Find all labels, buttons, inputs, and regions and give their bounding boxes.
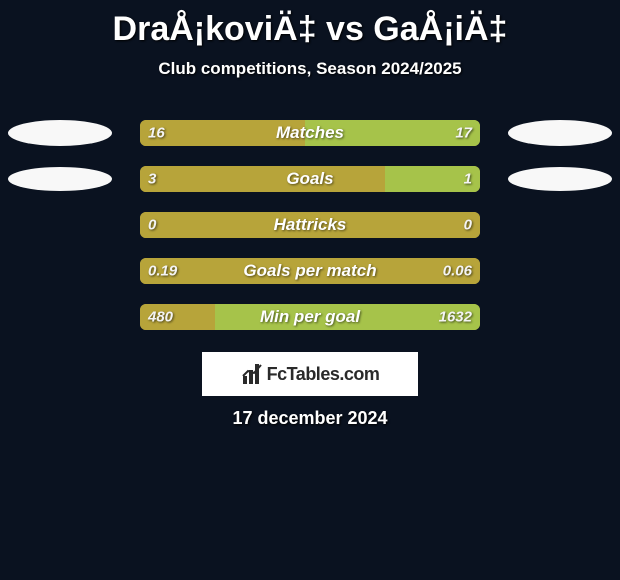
stat-value-right: 17 — [455, 125, 472, 142]
stat-value-right: 0.06 — [443, 263, 472, 280]
stat-row-goals: 3 Goals 1 — [0, 156, 620, 202]
bar-track — [140, 258, 480, 284]
brand-text: FcTables.com — [267, 364, 380, 385]
bar-track — [140, 166, 480, 192]
stat-value-right: 0 — [464, 217, 472, 234]
bar-track — [140, 304, 480, 330]
stat-value-left: 480 — [148, 309, 173, 326]
bar-left — [140, 166, 385, 192]
bar-left — [140, 212, 480, 238]
player-left-marker — [8, 120, 112, 146]
stat-value-right: 1 — [464, 171, 472, 188]
brand-link[interactable]: FcTables.com — [202, 352, 418, 396]
page-subtitle: Club competitions, Season 2024/2025 — [0, 59, 620, 79]
stat-value-left: 0 — [148, 217, 156, 234]
stat-value-left: 0.19 — [148, 263, 177, 280]
stat-value-left: 3 — [148, 171, 156, 188]
bar-track — [140, 120, 480, 146]
bar-left — [140, 258, 480, 284]
stat-row-min-per-goal: 480 Min per goal 1632 — [0, 294, 620, 340]
bar-track — [140, 212, 480, 238]
stat-row-matches: 16 Matches 17 — [0, 110, 620, 156]
player-right-marker — [508, 120, 612, 146]
player-left-marker — [8, 167, 112, 191]
bar-right — [305, 120, 480, 146]
page-title: DraÅ¡koviÄ‡ vs GaÅ¡iÄ‡ — [0, 0, 620, 49]
stat-value-left: 16 — [148, 125, 165, 142]
comparison-chart: 16 Matches 17 3 Goals 1 0 Hattricks 0 0.… — [0, 110, 620, 340]
stat-row-goals-per-match: 0.19 Goals per match 0.06 — [0, 248, 620, 294]
stat-row-hattricks: 0 Hattricks 0 — [0, 202, 620, 248]
footer-date: 17 december 2024 — [0, 408, 620, 429]
stat-value-right: 1632 — [439, 309, 472, 326]
player-right-marker — [508, 167, 612, 191]
bar-chart-icon — [241, 362, 265, 386]
